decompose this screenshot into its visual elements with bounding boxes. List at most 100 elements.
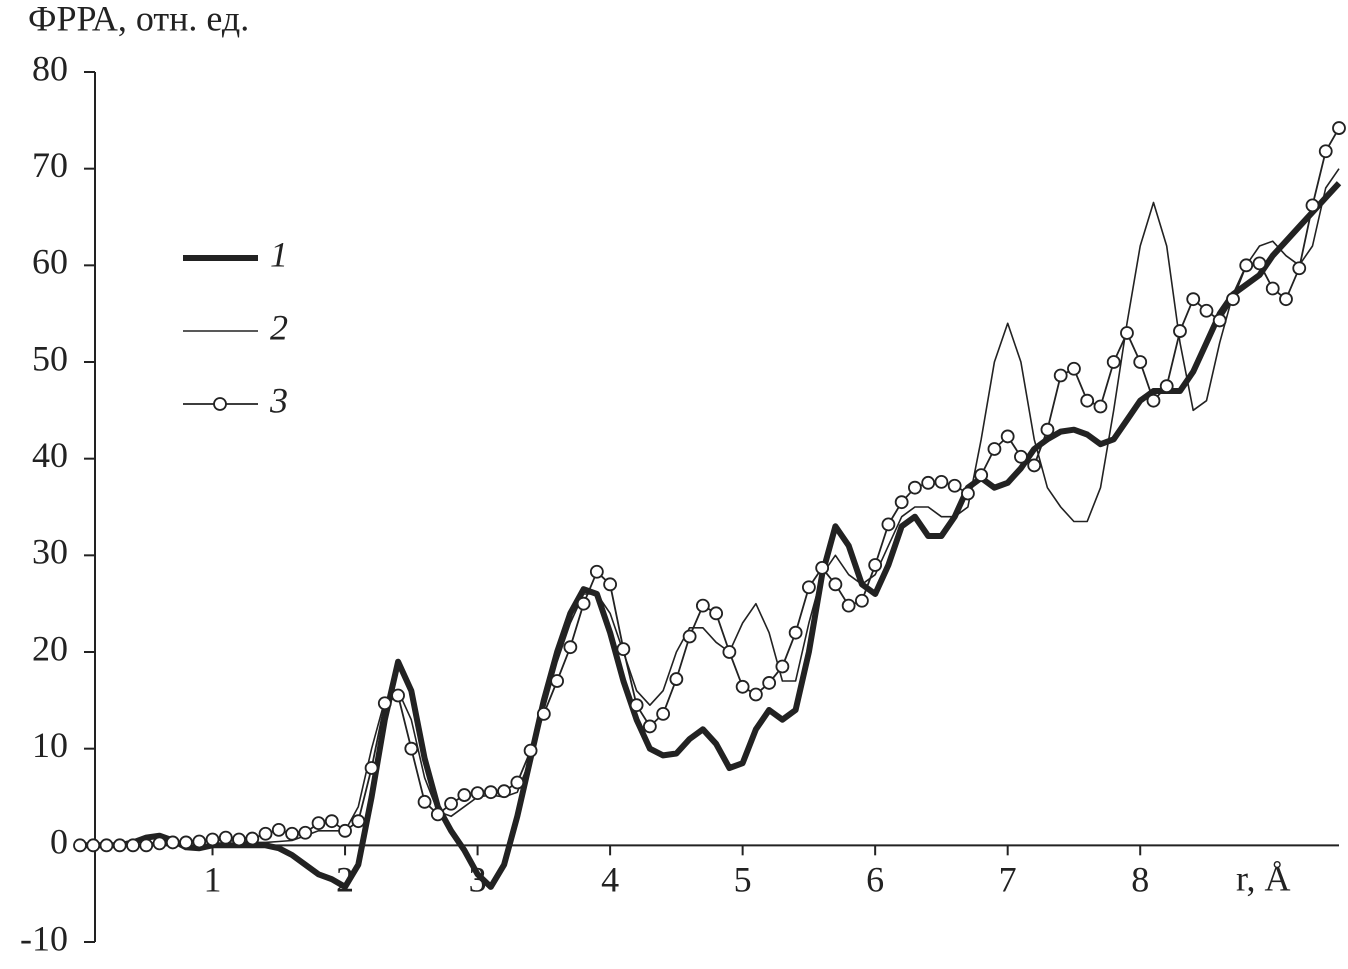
marker [444, 796, 458, 811]
marker [364, 761, 379, 775]
marker [99, 838, 114, 853]
marker [682, 629, 697, 644]
marker [1173, 324, 1187, 338]
marker [1159, 379, 1174, 394]
marker [73, 838, 87, 853]
marker [974, 468, 989, 483]
marker [563, 640, 578, 655]
legend-label: 3 [269, 380, 288, 420]
marker [1239, 258, 1254, 273]
marker [748, 687, 763, 702]
marker [642, 719, 657, 734]
marker [881, 517, 896, 532]
marker [576, 596, 591, 611]
series-line [80, 168, 1340, 847]
x-tick-label: 4 [601, 860, 619, 900]
x-tick-label: 1 [204, 860, 222, 900]
y-axis-label: ФРРА, отн. ед. [28, 0, 249, 38]
marker [1093, 399, 1108, 414]
x-tick-label: 8 [1131, 860, 1149, 900]
marker [841, 598, 856, 613]
marker [218, 830, 233, 845]
y-tick-label: 20 [32, 628, 68, 668]
marker [126, 838, 140, 853]
marker [1186, 292, 1201, 307]
y-tick-label: -10 [20, 918, 68, 958]
x-tick-label: 2 [336, 860, 354, 900]
marker [987, 442, 1002, 456]
marker [404, 741, 419, 756]
marker [205, 832, 220, 847]
legend-label: 1 [270, 234, 288, 274]
marker [709, 606, 724, 621]
marker [828, 577, 843, 592]
marker [656, 706, 671, 721]
marker [629, 698, 644, 713]
marker [722, 645, 737, 659]
marker [1146, 393, 1161, 408]
marker [1000, 429, 1015, 444]
legend-label: 2 [270, 307, 288, 347]
marker [1053, 368, 1068, 383]
marker [1014, 449, 1028, 464]
marker [112, 838, 127, 853]
marker [457, 788, 472, 802]
legend-marker [213, 397, 227, 411]
marker [483, 785, 498, 800]
marker [603, 577, 618, 592]
marker [1027, 458, 1042, 473]
y-tick-label: 60 [32, 242, 68, 282]
marker [894, 495, 909, 510]
y-tick-label: 10 [32, 725, 68, 765]
marker [868, 558, 883, 572]
marker [1067, 361, 1081, 376]
x-axis-label: r, Å [1236, 858, 1291, 898]
marker [1292, 261, 1307, 276]
marker [1212, 313, 1227, 328]
marker [285, 826, 299, 841]
y-tick-label: 30 [32, 532, 68, 572]
y-tick-label: 70 [32, 145, 68, 185]
x-tick-label: 6 [866, 860, 884, 900]
marker [1226, 292, 1240, 307]
marker [497, 784, 511, 799]
marker [961, 486, 975, 501]
marker [271, 822, 286, 837]
marker [338, 823, 352, 838]
marker [417, 794, 432, 809]
y-tick-label: 50 [32, 338, 68, 378]
marker [815, 561, 830, 575]
marker [908, 480, 922, 495]
marker [788, 625, 803, 640]
marker [1199, 303, 1214, 318]
marker [695, 598, 710, 613]
marker [1305, 198, 1320, 213]
marker [86, 838, 101, 853]
marker [1265, 281, 1280, 296]
marker [351, 814, 366, 829]
marker [298, 825, 313, 840]
marker [1120, 326, 1134, 340]
marker [192, 834, 207, 849]
marker [179, 835, 193, 850]
marker [589, 564, 604, 579]
marker [921, 475, 936, 490]
marker [947, 478, 962, 493]
marker [762, 676, 777, 690]
marker [377, 696, 392, 711]
x-tick-label: 7 [999, 860, 1017, 900]
marker [550, 674, 564, 688]
marker [324, 814, 339, 829]
marker [801, 580, 816, 595]
marker [1318, 144, 1333, 159]
marker [536, 706, 551, 721]
marker [523, 743, 538, 758]
marker [430, 807, 445, 822]
y-tick-label: 0 [50, 822, 68, 862]
marker [616, 642, 631, 656]
marker [470, 786, 485, 801]
marker [934, 474, 949, 489]
marker [735, 679, 750, 694]
marker [152, 836, 167, 851]
